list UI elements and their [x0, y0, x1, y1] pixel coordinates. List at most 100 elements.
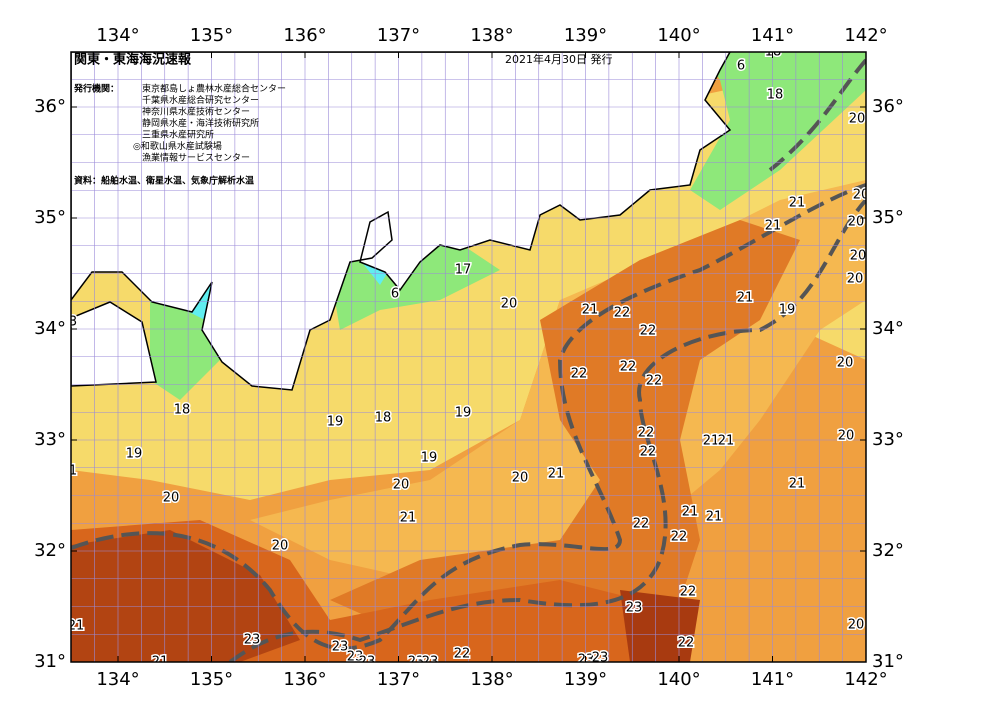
lon-label: 142° [844, 25, 887, 46]
contour-label: 22 [620, 360, 637, 375]
source: 資料：船舶水温、衛星水温、気象庁解析水温 [74, 175, 254, 187]
lat-label: 35° [34, 207, 66, 228]
lon-label: 134° [96, 25, 139, 46]
lat-label: 36° [34, 96, 66, 117]
contour-label: 20 [853, 188, 870, 203]
contour-label: 18 [375, 411, 392, 426]
contour-label: 1 [69, 464, 77, 479]
contour-label: 20 [512, 471, 529, 486]
lon-label: 135° [190, 25, 233, 46]
issuer-list: 東京都島しょ農林水産総合センター千葉県水産総合研究センター神奈川県水産技術センタ… [133, 83, 286, 164]
contour-label: 20 [393, 478, 410, 493]
contour-label: 20 [848, 618, 865, 633]
lon-label: 139° [564, 25, 607, 46]
contour-label: 20 [847, 272, 864, 287]
sst-field: 1861820212120202020176202122222119322222… [68, 52, 870, 670]
contour-label: 21 [706, 510, 723, 525]
contour-label: 22 [571, 367, 588, 382]
contour-label: 6 [737, 59, 745, 74]
contour-label: 23 [359, 655, 376, 670]
contour-label: 19 [327, 415, 344, 430]
contour-label: 21 [789, 477, 806, 492]
lon-label: 141° [751, 25, 794, 46]
contour-label: 21 [789, 196, 806, 211]
contour-label: 19 [779, 303, 796, 318]
contour-label: 22 [614, 306, 631, 321]
contour-label: 21 [765, 219, 782, 234]
contour-label: 20 [501, 297, 518, 312]
lon-label: 139° [564, 669, 607, 690]
contour-label: 22 [680, 585, 697, 600]
graticule [71, 52, 866, 662]
lon-label: 138° [470, 669, 513, 690]
contour-label: 6 [391, 287, 399, 302]
contour-label: 22 [640, 324, 657, 339]
contour-label: 21 [152, 655, 169, 670]
lon-label: 137° [377, 25, 420, 46]
contour-label: 18 [767, 88, 784, 103]
issuer: 三重県水産研究所 [142, 129, 214, 141]
lon-label: 142° [844, 669, 887, 690]
lon-label: 135° [190, 669, 233, 690]
contour-labels: 1861820212120202020176202122222119322222… [68, 52, 870, 670]
lat-label: 34° [872, 318, 904, 339]
contour-label: 3 [69, 315, 77, 330]
issuer: ◎和歌山県水産試験場 [133, 140, 222, 152]
contour-label: 19 [455, 406, 472, 421]
issue-date: 2021年4月30日 発行 [505, 52, 613, 66]
contour-label: 23 [592, 651, 609, 666]
lon-label: 137° [377, 669, 420, 690]
lat-label: 34° [34, 318, 66, 339]
issuer: 漁業情報サービスセンター [142, 152, 250, 164]
lon-label: 140° [657, 669, 700, 690]
contour-label: 21 [703, 434, 720, 449]
contour-label: 21 [68, 619, 85, 634]
lat-label: 31° [872, 651, 904, 672]
lon-label: 141° [751, 669, 794, 690]
lon-label: 138° [470, 25, 513, 46]
issuer: 神奈川県水産技術センター [142, 106, 250, 118]
lon-label: 136° [283, 25, 326, 46]
contour-label: 22 [678, 636, 695, 651]
lon-label: 140° [657, 25, 700, 46]
lon-label: 134° [96, 669, 139, 690]
contour-label: 21 [548, 467, 565, 482]
contour-label: 19 [421, 451, 438, 466]
lat-label: 36° [872, 96, 904, 117]
issuer-label: 発行機関： [73, 83, 119, 95]
contour-label: 22 [638, 426, 655, 441]
lat-label: 32° [34, 540, 66, 561]
issuer: 東京都島しょ農林水産総合センター [142, 83, 286, 95]
contour-label: 17 [455, 263, 472, 278]
contour-label: 21 [718, 434, 735, 449]
contour-label: 21 [682, 505, 699, 520]
contour-label: 23 [422, 655, 439, 670]
issuer: 千葉県水産総合研究センター [142, 94, 259, 106]
contour-label: 20 [850, 249, 867, 264]
contour-label: 23 [244, 633, 261, 648]
lat-label: 33° [872, 429, 904, 450]
map-frame [70, 51, 867, 663]
contour-label: 20 [848, 215, 865, 230]
contour-label: 23 [408, 655, 425, 670]
contour-label: 20 [838, 429, 855, 444]
lat-label: 32° [872, 540, 904, 561]
axes: 134°134°135°135°136°136°137°137°138°138°… [34, 25, 904, 690]
contour-label: 19 [126, 447, 143, 462]
contour-label: 22 [633, 517, 650, 532]
contour-label: 20 [163, 491, 180, 506]
contour-label: 21 [737, 291, 754, 306]
contour-label: 22 [454, 647, 471, 662]
contour-label: 22 [671, 530, 688, 545]
lon-label: 136° [283, 669, 326, 690]
contour-label: 21 [582, 303, 599, 318]
issuer: 静岡県水産・海洋技術研究所 [142, 117, 259, 129]
lat-label: 33° [34, 429, 66, 450]
contour-label: 21 [400, 511, 417, 526]
contour-label: 20 [272, 539, 289, 554]
contour-label: 23 [626, 601, 643, 616]
contour-label: 20 [849, 112, 866, 127]
contour-label: 23 [347, 650, 364, 665]
contour-label: 22 [646, 374, 663, 389]
